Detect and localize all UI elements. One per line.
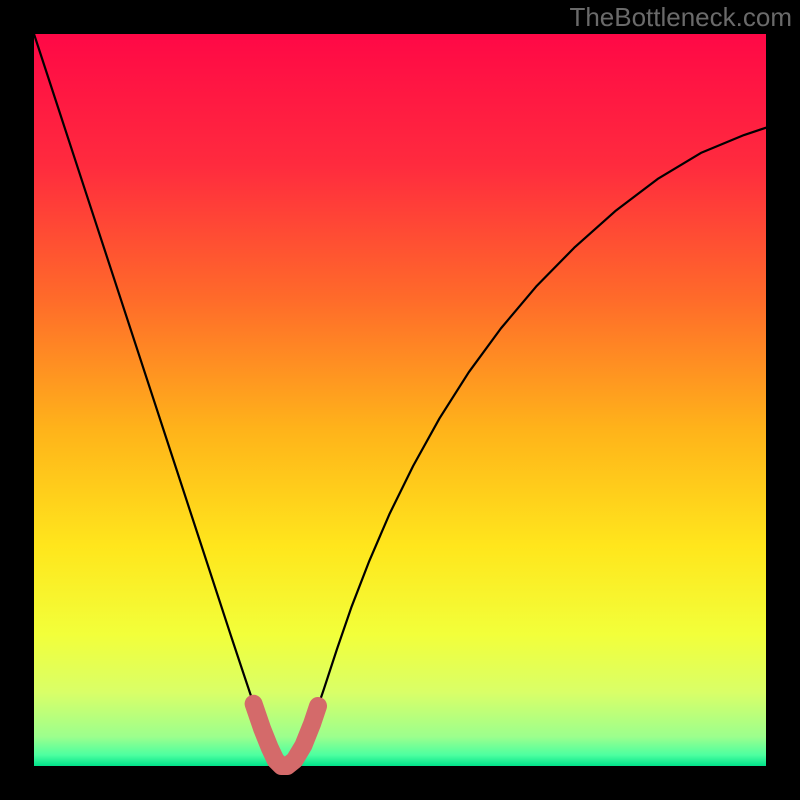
bottleneck-chart: TheBottleneck.com xyxy=(0,0,800,800)
plot-gradient-background xyxy=(34,34,766,766)
attribution-text: TheBottleneck.com xyxy=(569,2,792,32)
